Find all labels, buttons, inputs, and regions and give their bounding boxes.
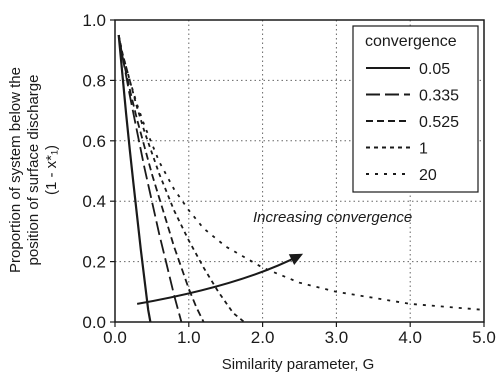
legend-label-0.335: 0.335: [419, 88, 459, 105]
series-layer: [117, 34, 485, 323]
y-tick-label: 0.8: [82, 71, 106, 90]
series-line-20: [117, 34, 485, 311]
x-axis-title: Similarity parameter, G: [222, 356, 375, 372]
legend-label-1: 1: [419, 141, 428, 158]
legend-label-20: 20: [419, 167, 437, 184]
annotation-arrow-line: [136, 254, 300, 305]
x-tick-label: 3.0: [325, 328, 349, 347]
plot-frame: [114, 19, 485, 323]
annotation-arrow: [136, 253, 304, 305]
series-line-0.05: [117, 34, 152, 323]
annotation-text: Increasing convergence: [253, 209, 412, 226]
legend-label-0.05: 0.05: [419, 61, 450, 78]
legend-box: [352, 25, 479, 193]
y-tick-label: 0.6: [82, 132, 106, 151]
x-tick-label: 5.0: [472, 328, 496, 347]
x-tick-label: 1.0: [177, 328, 201, 347]
ticks: 0.0 1.0 2.0 3.0 4.0 5.0 0.0 0.2 0.4 0.6 0.8 1.0: [82, 11, 495, 347]
x-tick-label: 0.0: [103, 328, 127, 347]
y-axis-title-line-3: (1 - x*₁): [43, 145, 60, 195]
legend-label-0.525: 0.525: [419, 114, 459, 131]
legend: convergence 0.05 0.335 0.525 1 20: [352, 25, 479, 193]
y-tick-label: 0.4: [82, 192, 106, 211]
series-line-0.525: [117, 34, 205, 323]
y-tick-label: 0.2: [82, 253, 106, 272]
x-tick-label: 4.0: [398, 328, 422, 347]
legend-entries: 0.05 0.335 0.525 1 20: [366, 61, 459, 184]
legend-title: convergence: [365, 33, 457, 50]
y-axis-title-line-1: Proportion of system below the: [7, 67, 24, 273]
annotation-arrow-head: [288, 253, 304, 265]
series-line-1: [117, 34, 245, 323]
y-tick-label: 1.0: [82, 11, 106, 30]
y-tick-label: 0.0: [82, 313, 106, 332]
x-tick-label: 2.0: [251, 328, 275, 347]
series-line-0.335: [117, 34, 183, 323]
y-axis-title-line-2: position of surface discharge: [25, 75, 42, 266]
